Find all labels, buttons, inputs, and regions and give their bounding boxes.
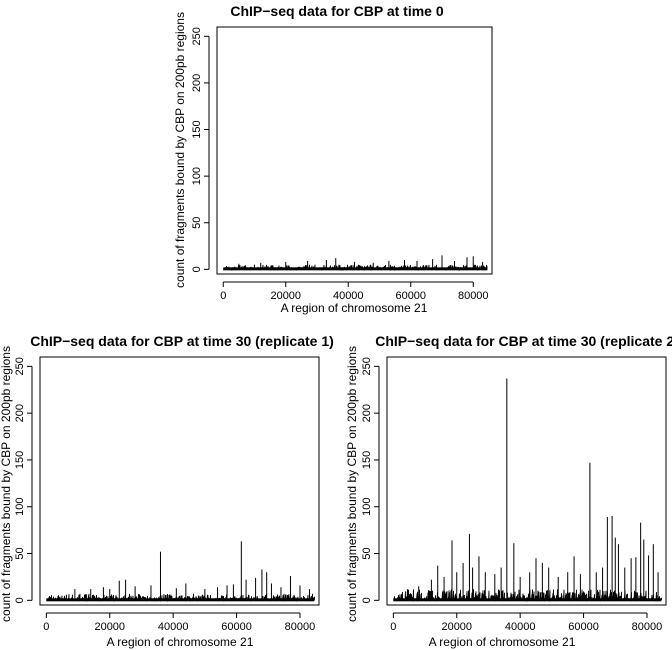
x-tick-label: 40000 (505, 621, 536, 633)
y-axis: 0 50 100 150 200 250 (14, 357, 33, 603)
panel-time-30-replicate-2: ChIP−seq data for CBP at time 30 (replic… (345, 333, 672, 649)
y-tick-label: 250 (191, 27, 203, 45)
plot-frame (216, 26, 493, 275)
y-tick-label: 200 (191, 74, 203, 92)
baseline-band (46, 598, 315, 602)
x-tick-label: 60000 (395, 290, 426, 302)
y-axis-label: count of fragments bound by CBP on 200pb… (0, 346, 13, 622)
x-tick-label: 60000 (568, 621, 599, 633)
x-tick-label: 0 (220, 290, 226, 302)
y-tick-label: 100 (14, 498, 26, 516)
x-axis-label: A region of chromosome 21 (429, 635, 576, 649)
y-tick-label: 50 (14, 547, 26, 559)
y-tick-label: 150 (14, 451, 26, 469)
plot-frame (39, 356, 320, 606)
y-tick-label: 0 (191, 266, 203, 272)
x-axis: 0 20000 40000 60000 80000 (220, 281, 489, 302)
x-axis-label: A region of chromosome 21 (281, 301, 428, 315)
panel-time-30-replicate-1: ChIP−seq data for CBP at time 30 (replic… (0, 333, 334, 649)
y-axis-label: count of fragments bound by CBP on 200pb… (345, 346, 359, 622)
panel-time-0: ChIP−seq data for CBP at time 0 0 50 100 15… (173, 3, 493, 315)
y-tick-label: 100 (361, 498, 373, 516)
y-tick-label: 0 (14, 597, 26, 603)
x-tick-label: 20000 (441, 621, 472, 633)
x-tick-label: 20000 (94, 621, 125, 633)
x-tick-label: 80000 (632, 621, 663, 633)
y-tick-label: 150 (361, 451, 373, 469)
data-series (393, 378, 662, 603)
y-tick-label: 100 (191, 167, 203, 185)
x-axis-label: A region of chromosome 21 (107, 635, 254, 649)
data-series (46, 541, 315, 603)
baseline-band (223, 267, 488, 271)
x-tick-label: 40000 (158, 621, 189, 633)
y-tick-label: 200 (361, 404, 373, 422)
y-tick-label: 250 (361, 357, 373, 375)
y-tick-label: 150 (191, 120, 203, 138)
y-axis: 0 50 100 150 200 250 (361, 357, 380, 603)
chart-title: ChIP−seq data for CBP at time 30 (replic… (30, 333, 334, 349)
chart-title: ChIP−seq data for CBP at time 30 (replic… (375, 333, 672, 349)
baseline-band (393, 598, 662, 602)
chart-title: ChIP−seq data for CBP at time 0 (230, 3, 444, 19)
plot-frame (386, 356, 667, 606)
x-tick-label: 0 (43, 621, 49, 633)
data-series (223, 255, 488, 272)
y-axis: 0 50 100 150 200 250 (191, 27, 210, 272)
y-tick-label: 0 (361, 597, 373, 603)
x-tick-label: 20000 (270, 290, 301, 302)
y-tick-label: 250 (14, 357, 26, 375)
x-tick-label: 0 (390, 621, 396, 633)
x-tick-label: 80000 (285, 621, 316, 633)
y-axis-label: count of fragments bound by CBP on 200pb… (173, 12, 187, 288)
y-tick-label: 50 (191, 217, 203, 229)
y-tick-label: 50 (361, 547, 373, 559)
x-tick-label: 80000 (458, 290, 489, 302)
x-tick-label: 40000 (333, 290, 364, 302)
x-axis: 0 20000 40000 60000 80000 (390, 612, 663, 633)
y-tick-label: 200 (14, 404, 26, 422)
x-axis: 0 20000 40000 60000 80000 (43, 612, 316, 633)
x-tick-label: 60000 (221, 621, 252, 633)
